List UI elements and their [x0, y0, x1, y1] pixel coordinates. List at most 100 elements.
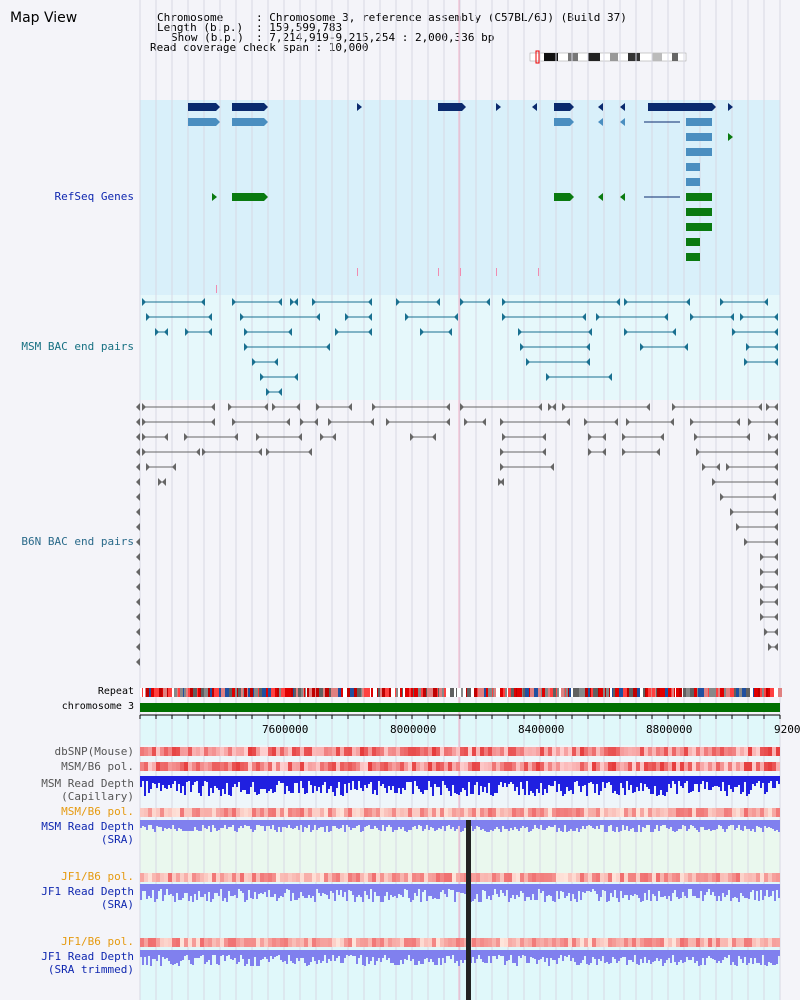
- bac-end-icon: [622, 448, 626, 456]
- gene-arrow: [598, 103, 603, 111]
- bac-end-icon: [774, 358, 778, 366]
- bac-end-icon: [660, 433, 664, 441]
- track-label-jf1-depth-sra-sub: (SRA): [100, 898, 134, 911]
- gene-feature: [232, 118, 264, 126]
- bac-end-icon: [760, 568, 764, 576]
- track-label-msm-depth-cap[interactable]: MSM Read Depth: [41, 777, 134, 790]
- chromosome-ideogram[interactable]: [528, 50, 692, 64]
- bac-end-icon: [396, 298, 400, 306]
- bac-end-icon: [405, 313, 409, 321]
- bac-end-icon: [136, 628, 140, 636]
- gene-marker: [496, 268, 497, 276]
- gene-feature: [648, 103, 712, 111]
- gene-marker: [460, 268, 461, 276]
- bac-end-icon: [136, 553, 140, 561]
- bac-end-icon: [286, 418, 290, 426]
- bac-end-icon: [142, 448, 146, 456]
- bac-end-icon: [562, 403, 566, 411]
- bac-end-icon: [196, 448, 200, 456]
- bac-end-icon: [278, 388, 282, 396]
- bac-end-icon: [184, 433, 188, 441]
- bac-end-icon: [232, 418, 236, 426]
- bac-end-icon: [454, 313, 458, 321]
- bac-end-icon: [136, 463, 140, 471]
- bac-end-icon: [446, 403, 450, 411]
- bac-end-icon: [766, 403, 770, 411]
- bac-end-icon: [460, 298, 464, 306]
- bac-end-icon: [482, 418, 486, 426]
- track-label-jf1-depth-sra[interactable]: JF1 Read Depth: [41, 885, 134, 898]
- chromosome-bar[interactable]: [140, 703, 780, 712]
- bac-end-icon: [588, 433, 592, 441]
- bac-end-icon: [550, 463, 554, 471]
- gene-feature: [686, 253, 700, 261]
- bac-end-icon: [760, 583, 764, 591]
- chromosome-key: Chromosome: [157, 11, 224, 24]
- bac-end-icon: [518, 328, 522, 336]
- bac-end-icon: [582, 313, 586, 321]
- bac-end-icon: [602, 433, 606, 441]
- bac-end-icon: [314, 418, 318, 426]
- track-label-b6n-bac[interactable]: B6N BAC end pairs: [21, 535, 134, 548]
- bac-end-icon: [748, 418, 752, 426]
- gene-feature: [686, 238, 700, 246]
- track-label-msm-b6-pol[interactable]: MSM/B6 pol.: [61, 760, 134, 773]
- bac-end-icon: [202, 448, 206, 456]
- bac-end-icon: [502, 313, 506, 321]
- bac-end-icon: [690, 418, 694, 426]
- bac-end-icon: [142, 418, 146, 426]
- bac-end-icon: [460, 403, 464, 411]
- bac-end-icon: [136, 493, 140, 501]
- bac-end-icon: [244, 343, 248, 351]
- bac-end-icon: [136, 418, 140, 426]
- bac-end-icon: [546, 373, 550, 381]
- bac-end-icon: [774, 433, 778, 441]
- bac-end-icon: [774, 628, 778, 636]
- gene-arrow: [212, 193, 217, 201]
- track-label-msm-bac[interactable]: MSM BAC end pairs: [21, 340, 134, 353]
- track-label-refseq[interactable]: RefSeq Genes: [54, 190, 134, 203]
- bac-end-icon: [768, 643, 772, 651]
- gene-arrow: [620, 103, 625, 111]
- track-label-msm-b6-pol-2[interactable]: MSM/B6 pol.: [61, 805, 134, 818]
- bac-end-icon: [596, 313, 600, 321]
- bac-end-icon: [584, 418, 588, 426]
- bac-end-icon: [616, 298, 620, 306]
- track-label-jf1-depth-trim[interactable]: JF1 Read Depth: [41, 950, 134, 963]
- bac-end-icon: [774, 598, 778, 606]
- bac-end-icon: [702, 463, 706, 471]
- bac-end-icon: [730, 313, 734, 321]
- bac-end-icon: [142, 433, 146, 441]
- bac-end-icon: [774, 538, 778, 546]
- bac-end-icon: [136, 523, 140, 531]
- track-label-repeat: Repeat: [97, 686, 134, 697]
- bac-end-icon: [228, 403, 232, 411]
- bac-end-icon: [736, 523, 740, 531]
- bac-end-icon: [260, 373, 264, 381]
- bac-end-icon: [294, 298, 298, 306]
- gene-arrow: [462, 103, 466, 111]
- gene-arrow: [357, 103, 362, 111]
- bac-end-icon: [746, 433, 750, 441]
- bac-end-icon: [368, 313, 372, 321]
- track-label-msm-depth-sra[interactable]: MSM Read Depth: [41, 820, 134, 833]
- track-label-dbsnp[interactable]: dbSNP(Mouse): [54, 745, 134, 758]
- bac-end-icon: [774, 583, 778, 591]
- bac-end-icon: [774, 523, 778, 531]
- bac-end-icon: [146, 313, 150, 321]
- bac-end-icon: [696, 448, 700, 456]
- bac-end-icon: [201, 298, 205, 306]
- bac-end-icon: [774, 508, 778, 516]
- bac-end-icon: [368, 328, 372, 336]
- bac-end-icon: [548, 403, 552, 411]
- gene-feature: [554, 103, 570, 111]
- bac-end-icon: [240, 313, 244, 321]
- bac-end-icon: [672, 403, 676, 411]
- bac-end-icon: [538, 403, 542, 411]
- gene-feature: [686, 223, 712, 231]
- bac-end-icon: [136, 538, 140, 546]
- track-label-jf1-b6-pol-2[interactable]: JF1/B6 pol.: [61, 935, 134, 948]
- track-label-jf1-b6-pol[interactable]: JF1/B6 pol.: [61, 870, 134, 883]
- bac-end-icon: [294, 373, 298, 381]
- bac-end-icon: [588, 448, 592, 456]
